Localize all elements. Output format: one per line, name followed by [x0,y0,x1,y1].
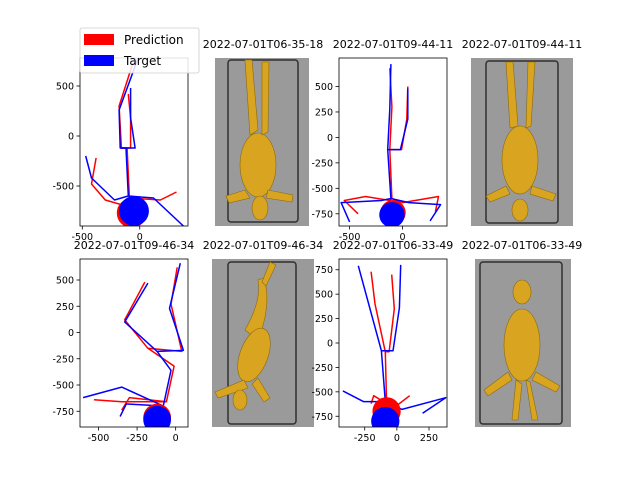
target-skeleton-segment-1 [118,59,139,149]
x-tick-label: -500 [72,232,94,243]
y-tick-label: 500 [315,290,333,301]
y-tick-label: 500 [56,276,74,287]
y-tick-label: -500 [52,381,74,392]
target-head-marker [143,405,172,427]
target-skeleton-segment-2 [340,149,392,223]
photo-title-3: 2022-07-01T09-46-34 [203,239,324,252]
target-skeleton-segment-2 [84,147,130,201]
chart-title: 2022-07-01T06-33-49 [333,239,454,252]
pose-charts: -500 0 500 0 -500 -500 0 500 250 0 -250 -500 -750 202… [52,38,453,444]
chart-title: 2022-07-01T09-46-34 [74,239,195,252]
pose-chart-1: -500 0 500 0 -500 [52,57,189,243]
photo-panel-1: 2022-07-01T06-35-18 [203,38,324,226]
x-tick-label: 0 [173,433,179,444]
target-head-marker [379,202,405,226]
plot-area [80,259,188,427]
animal-silhouette [485,61,557,222]
x-tick-label: 0 [394,433,400,444]
axes-frame [338,57,448,227]
cage-frame [479,261,563,425]
photo-panel-4: 2022-07-01T06-33-49 [462,239,583,427]
target-skeleton-segment-2 [342,350,387,403]
y-tick-label: 0 [68,132,74,143]
photo-panel-2: 2022-07-01T09-44-11 [462,38,583,226]
y-tick-label: 250 [56,302,74,313]
animal-silhouette [214,261,277,411]
y-tick-label: 500 [56,82,74,93]
x-tick-label: 250 [420,433,438,444]
x-tick-label: 0 [400,232,406,243]
legend: Prediction Target [79,27,200,74]
pose-chart-3: -500 -250 0 500 250 0 -250 -500 -750 2022-07-01T0… [52,239,194,444]
y-tick-label: -250 [52,354,74,365]
y-tick-label: 250 [315,107,333,118]
y-tick-label: 0 [327,133,333,144]
y-tick-label: -250 [311,363,333,374]
y-tick-label: 0 [68,328,74,339]
y-tick-label: 750 [315,265,333,276]
x-tick-label: -500 [88,433,110,444]
y-tick-label: 500 [315,82,333,93]
plot-content [342,264,447,427]
target-skeleton-segment-3 [390,197,442,222]
target-skeleton-segment-1 [386,64,409,151]
chart-title: 2022-07-01T09-44-11 [333,38,454,51]
x-tick-label: -250 [126,433,148,444]
legend-swatch-target [84,55,114,66]
plot-content [340,64,442,226]
plot-content [84,59,184,226]
legend-label-prediction: Prediction [124,33,184,47]
target-skeleton-segment-1 [357,264,402,352]
prediction-skeleton-segment-1 [370,271,396,353]
y-tick-label: 250 [315,314,333,325]
cage-frame [227,261,297,425]
y-tick-label: -250 [311,158,333,169]
cage-frame [485,60,559,224]
y-tick-label: -500 [311,387,333,398]
y-tick-label: -500 [52,182,74,193]
pose-chart-2: -500 0 500 250 0 -250 -500 -750 2022-07-01T09-44… [311,38,453,243]
photo-panel-3: 2022-07-01T09-46-34 [203,239,324,427]
y-tick-label: -500 [311,184,333,195]
prediction-skeleton-segment-3 [93,398,167,403]
x-tick-label: 0 [137,232,143,243]
y-tick-label: -750 [311,209,333,220]
photo-title-4: 2022-07-01T06-33-49 [462,239,583,252]
animal-silhouette [483,279,561,421]
y-tick-label: -750 [52,407,74,418]
photo-title-2: 2022-07-01T09-44-11 [462,38,583,51]
legend-label-target: Target [123,54,161,68]
y-tick-label: 0 [327,339,333,350]
x-tick-label: -500 [339,232,361,243]
y-tick-label: -750 [311,412,333,423]
animal-silhouette [225,59,294,221]
target-skeleton-segment-1 [123,263,185,353]
pose-chart-4: -250 0 250 750 500 250 0 -250 -500 -750 2022-07-01… [311,239,453,444]
axes-frame [79,258,189,428]
legend-swatch-prediction [84,34,114,45]
x-tick-label: -250 [354,433,376,444]
cage-frame [227,59,299,223]
target-skeleton-segment-3 [82,386,164,407]
plot-content [82,263,185,427]
photo-title-1: 2022-07-01T06-35-18 [203,38,324,51]
target-head-marker [371,407,400,427]
target-head-marker [119,196,149,226]
